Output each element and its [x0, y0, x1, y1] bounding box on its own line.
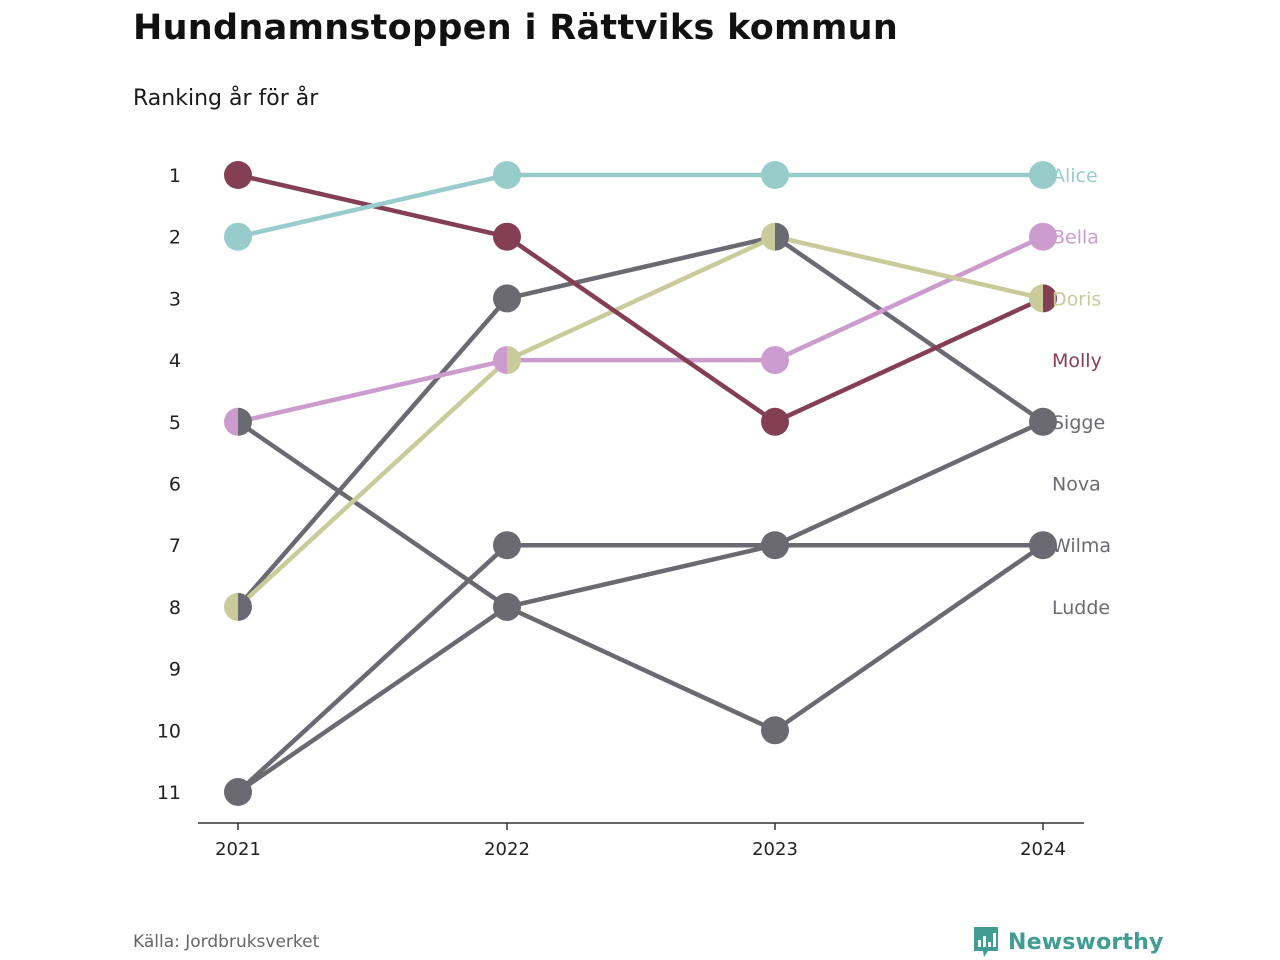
chart-subtitle: Ranking år för år — [133, 86, 319, 111]
point-bella-2024 — [1029, 222, 1057, 251]
series-line-bella — [235, 234, 1046, 425]
series-label-bella: Bella — [1052, 227, 1099, 249]
y-tick-label: 10 — [157, 720, 181, 742]
point-wilma-2022 — [493, 531, 521, 560]
point-sigge-bella-2021 — [224, 407, 252, 436]
point-alice-2022 — [493, 161, 521, 189]
point-alice-2024 — [1029, 161, 1057, 189]
point-sigge-ludde-2022 — [493, 592, 521, 621]
y-tick-label: 11 — [157, 782, 181, 804]
point-nova-doris-2021 — [224, 592, 252, 621]
y-tick-label: 4 — [169, 350, 181, 372]
newsworthy-logo-icon — [974, 927, 998, 957]
series-label-nova: Nova — [1052, 474, 1101, 496]
brand-logo: Newsworthy — [972, 925, 1164, 959]
point-doris-molly-2024 — [1029, 284, 1057, 313]
series-label-doris: Doris — [1052, 288, 1101, 310]
y-tick-label: 1 — [169, 165, 181, 187]
y-tick-label: 7 — [169, 535, 181, 557]
y-tick-label: 6 — [169, 474, 181, 496]
series-line-doris — [235, 234, 1046, 610]
y-tick-label: 3 — [169, 288, 181, 310]
brand-name: Newsworthy — [1008, 929, 1164, 955]
point-wilma-ludde-2023 — [761, 531, 789, 560]
series-label-alice: Alice — [1052, 165, 1098, 187]
point-nova-2022 — [493, 284, 521, 313]
series-points — [224, 161, 1057, 806]
y-axis-ticks: 1 2 3 4 5 6 7 8 9 10 11 — [157, 165, 181, 804]
series-label-sigge: Sigge — [1052, 412, 1105, 434]
point-molly-2023 — [761, 407, 789, 436]
point-molly-2021 — [224, 161, 252, 189]
x-tick-label: 2024 — [1020, 839, 1066, 860]
point-alice-2023 — [761, 161, 789, 189]
y-tick-label: 8 — [169, 597, 181, 619]
series-line-nova — [235, 234, 1046, 610]
series-label-molly: Molly — [1052, 350, 1102, 372]
y-tick-label: 2 — [169, 227, 181, 249]
series-lines — [235, 172, 1046, 795]
source-note: Källa: Jordbruksverket — [133, 932, 320, 952]
series-label-wilma: Wilma — [1052, 535, 1111, 557]
chart-title: Hundnamnstoppen i Rättviks kommun — [133, 8, 899, 48]
point-molly-2022 — [493, 222, 521, 251]
x-tick-label: 2021 — [215, 839, 261, 860]
x-tick-label: 2022 — [484, 839, 530, 860]
point-bella-2023 — [761, 346, 789, 375]
series-label-ludde: Ludde — [1052, 597, 1110, 619]
series-line-ludde — [235, 419, 1046, 795]
series-labels: Alice Bella Doris Molly Sigge Nova Wilma Ludde — [1052, 165, 1111, 619]
series-line-alice — [235, 172, 1046, 239]
y-tick-label: 5 — [169, 412, 181, 434]
point-bella-doris-2022 — [493, 346, 521, 375]
point-sigge-2023 — [761, 716, 789, 745]
series-line-sigge — [235, 419, 1046, 733]
point-nova-doris-2023 — [761, 222, 789, 251]
y-tick-label: 9 — [169, 659, 181, 681]
x-axis-ticks: 2021 2022 2023 2024 — [215, 823, 1066, 860]
point-nova-ludde-2024 — [1029, 407, 1057, 436]
point-sigge-wilma-2024 — [1029, 531, 1057, 560]
point-alice-2021 — [224, 222, 252, 251]
point-wilma-ludde-2021 — [224, 778, 252, 806]
bump-chart: 1 2 3 4 5 6 7 8 9 10 11 2021 2022 2023 2024 Alice Bell… — [157, 161, 1111, 860]
x-tick-label: 2023 — [752, 839, 798, 860]
series-line-wilma — [235, 542, 1046, 795]
